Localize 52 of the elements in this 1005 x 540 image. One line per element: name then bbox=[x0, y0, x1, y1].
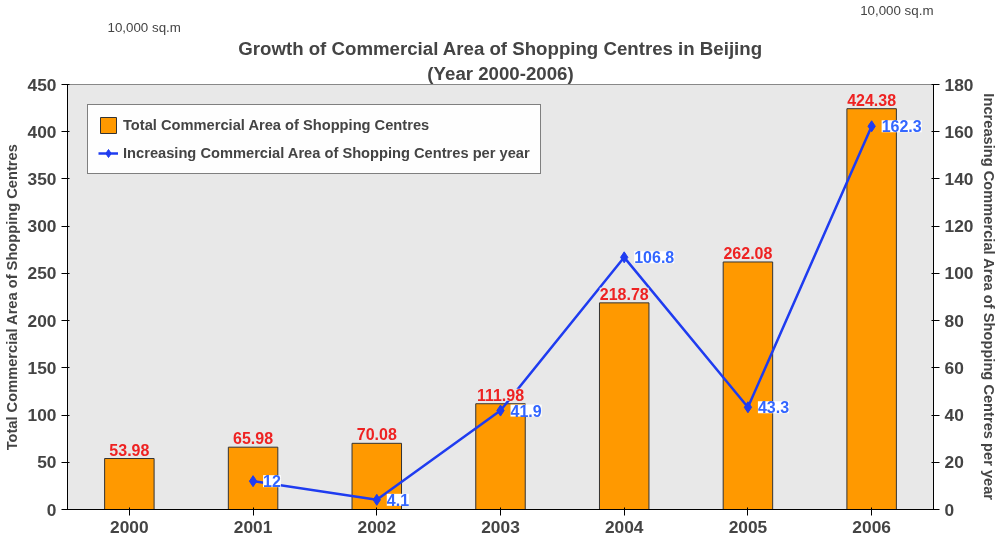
y-tick-label: 250 bbox=[27, 263, 57, 284]
y-tick-label: 200 bbox=[27, 310, 57, 331]
data-label: 12 bbox=[263, 473, 281, 491]
x-tick-label: 2000 bbox=[110, 516, 149, 537]
x-tick-label: 2005 bbox=[728, 516, 768, 537]
y2-tick-label: 40 bbox=[944, 405, 964, 426]
y-tick-label: 300 bbox=[27, 216, 57, 237]
data-label: 106.8 bbox=[634, 249, 675, 267]
bar bbox=[104, 458, 155, 510]
data-label: 65.98 bbox=[233, 430, 274, 448]
text: 10,000 sq.m bbox=[107, 19, 181, 35]
y2-tick-label: 160 bbox=[944, 121, 974, 142]
y2-tick-label: 180 bbox=[944, 74, 974, 95]
data-label: 218.78 bbox=[599, 285, 649, 303]
data-label: 70.08 bbox=[356, 426, 397, 444]
data-label: 43.3 bbox=[757, 399, 790, 417]
y-tick-label: 450 bbox=[27, 74, 57, 95]
bar bbox=[227, 446, 279, 510]
x-tick-label: 2003 bbox=[481, 516, 521, 537]
bar bbox=[598, 302, 650, 510]
data-label: 424.38 bbox=[847, 91, 897, 109]
y-axis-title: Total Commercial Area of Shopping Centres bbox=[3, 144, 20, 451]
x-tick-label: 2006 bbox=[852, 516, 892, 537]
y2-tick-label: 100 bbox=[944, 263, 974, 284]
text: 10,000 sq.m bbox=[860, 2, 934, 18]
y-tick-label: 100 bbox=[27, 405, 57, 426]
data-label: 53.98 bbox=[109, 441, 150, 459]
y2-tick-label: 60 bbox=[944, 357, 964, 378]
data-label: 111.98 bbox=[476, 386, 525, 404]
data-label: 262.08 bbox=[723, 244, 773, 262]
data-label: 162.3 bbox=[881, 118, 922, 136]
y2-axis-title: Increasing Commercial Area of Shopping Centres per year bbox=[981, 93, 998, 501]
y-tick-label: 50 bbox=[37, 452, 57, 473]
y2-tick-label: 0 bbox=[944, 499, 955, 520]
y-tick-label: 0 bbox=[46, 499, 57, 520]
y2-tick-label: 20 bbox=[944, 452, 964, 473]
y-tick-label: 350 bbox=[27, 168, 57, 189]
y-tick-label: 400 bbox=[27, 121, 57, 142]
x-tick-label: 2002 bbox=[357, 516, 397, 537]
chart-subtitle: (Year 2000-2006) bbox=[427, 62, 574, 84]
point bbox=[743, 401, 753, 414]
x-tick-label: 2001 bbox=[233, 516, 273, 537]
y-tick-label: 150 bbox=[27, 357, 57, 378]
chart-title: Growth of Commercial Area of Shopping Centres in Beijing bbox=[238, 37, 763, 59]
y2-tick-label: 120 bbox=[944, 216, 974, 237]
x-tick-label: 2004 bbox=[604, 516, 644, 537]
legend-label: Total Commercial Area of Shopping Centres bbox=[123, 117, 430, 133]
y2-tick-label: 80 bbox=[944, 310, 964, 331]
data-label: 4.1 bbox=[386, 491, 410, 509]
point bbox=[248, 475, 258, 488]
y2-tick-label: 140 bbox=[944, 168, 974, 189]
legend-label: Increasing Commercial Area of Shopping Centres per year bbox=[123, 145, 530, 161]
